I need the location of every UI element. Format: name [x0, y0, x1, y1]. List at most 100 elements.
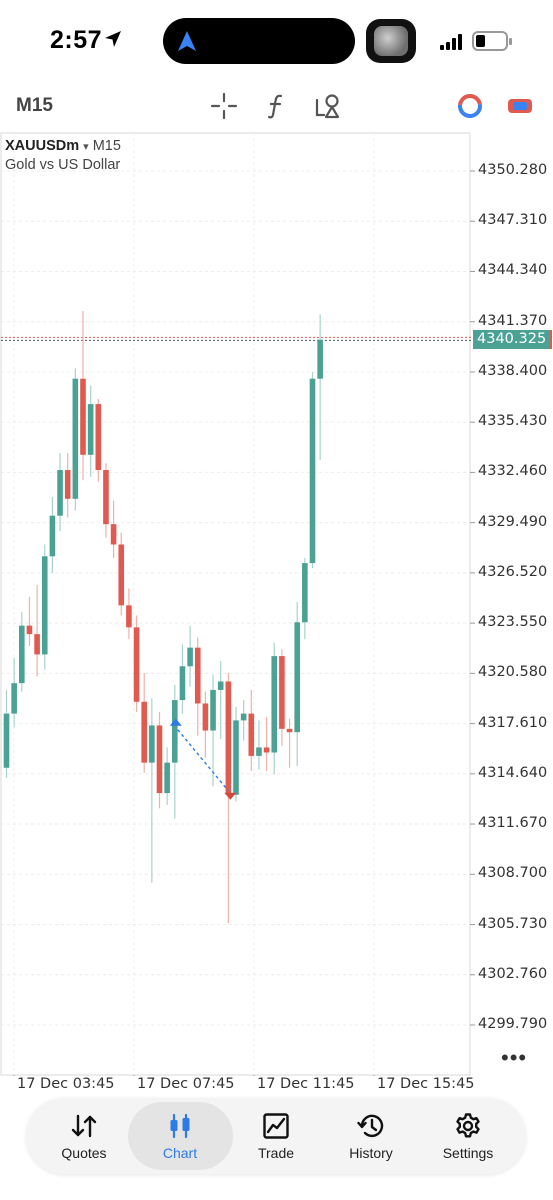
- nav-item-trade[interactable]: Trade: [226, 1102, 326, 1170]
- y-tick-label: 4302.760: [478, 965, 548, 982]
- nav-label-quotes: Quotes: [61, 1145, 107, 1161]
- candle-body: [210, 689, 216, 731]
- current-price-value: 4340.325: [477, 331, 547, 347]
- y-tick-label: 4338.400: [478, 362, 548, 379]
- candle-body: [156, 725, 163, 794]
- trade-signals-icon[interactable]: [455, 91, 485, 121]
- history-icon: [357, 1114, 384, 1138]
- nav-label-trade: Trade: [257, 1145, 295, 1161]
- y-tick-label: 4326.520: [478, 563, 548, 580]
- candle-body: [103, 470, 109, 525]
- candle-body: [248, 713, 255, 756]
- y-tick-label: 4332.460: [478, 463, 548, 480]
- candle-body: [34, 634, 40, 655]
- y-tick-label: 4323.550: [478, 614, 548, 631]
- candle-body: [263, 747, 270, 753]
- location-arrow-icon: [105, 31, 121, 47]
- candle-body: [286, 728, 293, 733]
- y-tick-label: 4320.580: [478, 664, 548, 681]
- candle-body: [225, 681, 232, 795]
- more-options-icon[interactable]: •••: [501, 1045, 528, 1070]
- nav-item-settings[interactable]: Settings: [418, 1102, 518, 1170]
- candle-body: [11, 683, 17, 714]
- one-click-trading-icon[interactable]: [505, 91, 535, 121]
- status-bar: 2:57: [0, 0, 553, 80]
- candle-body: [49, 515, 56, 557]
- candle-body: [3, 713, 10, 768]
- candle-body: [126, 605, 132, 628]
- y-tick-label: 4350.280: [478, 162, 548, 178]
- nav-item-quotes[interactable]: Quotes: [34, 1102, 134, 1170]
- y-tick-label: 4311.670: [478, 815, 548, 832]
- candle-body: [164, 762, 170, 794]
- quotes-icon: [71, 1114, 97, 1138]
- y-tick-label: 4317.610: [478, 714, 548, 731]
- candle-body: [26, 625, 33, 635]
- candle-body: [57, 470, 63, 516]
- current-price-label: 4340.325: [473, 330, 552, 349]
- trade-connector-line: [177, 729, 229, 792]
- x-tick-label: 17 Dec 11:45: [257, 1076, 355, 1092]
- x-tick-label: 17 Dec 15:45: [377, 1076, 475, 1092]
- y-tick-label: 4344.340: [478, 262, 548, 279]
- nav-active-indicator: [128, 1102, 233, 1170]
- nav-label-history: History: [349, 1145, 393, 1161]
- symbol-name: XAUUSDm: [5, 138, 80, 154]
- candle-body: [194, 647, 201, 704]
- candle-body: [240, 713, 247, 721]
- y-tick-label: 4299.790: [478, 1016, 548, 1032]
- candle-body: [317, 339, 323, 379]
- chart-icon: [170, 1113, 190, 1139]
- dynamic-island: [163, 18, 355, 64]
- objects-icon[interactable]: [313, 91, 343, 121]
- battery-icon: [472, 31, 512, 51]
- candle-body: [41, 556, 48, 655]
- indicators-icon[interactable]: [262, 91, 292, 121]
- candle-body: [179, 666, 186, 701]
- live-activity-thumbnail-icon: [366, 19, 416, 63]
- candle-body: [202, 703, 209, 731]
- candle-body: [233, 720, 239, 795]
- candle-body: [172, 700, 178, 763]
- candle-body: [118, 544, 125, 606]
- nav-item-history[interactable]: History: [321, 1102, 421, 1170]
- y-tick-label: 4335.430: [478, 413, 548, 430]
- settings-icon: [456, 1113, 480, 1138]
- candle-body: [309, 378, 316, 564]
- candle-body: [294, 622, 300, 733]
- candle-body: [149, 725, 155, 763]
- nav-item-chart[interactable]: Chart: [130, 1102, 230, 1170]
- candle-body: [271, 656, 278, 753]
- candle-body: [87, 404, 94, 455]
- y-tick-label: 4308.700: [478, 865, 548, 882]
- candle-body: [133, 627, 140, 702]
- candlestick-chart[interactable]: [0, 132, 553, 1076]
- nav-label-settings: Settings: [442, 1145, 494, 1161]
- navigation-arrow-icon: [178, 31, 196, 51]
- candle-body: [302, 563, 308, 623]
- symbol-description: Gold vs US Dollar: [5, 157, 121, 173]
- y-tick-label: 4314.640: [478, 764, 548, 781]
- bottom-navigation: [26, 1098, 526, 1174]
- candle-body: [72, 378, 79, 499]
- crosshair-icon[interactable]: [209, 91, 239, 121]
- y-tick-label: 4347.310: [478, 212, 548, 229]
- candle-body: [217, 681, 224, 690]
- y-tick-label: 4329.490: [478, 513, 548, 530]
- cellular-signal-icon: [440, 34, 464, 50]
- symbol-timeframe: M15: [92, 138, 121, 154]
- candle-body: [256, 747, 262, 756]
- candle-body: [95, 404, 102, 471]
- timeframe-button[interactable]: M15: [16, 95, 53, 116]
- symbol-selector[interactable]: XAUUSDm ▾ M15: [5, 138, 121, 154]
- status-time: 2:57: [50, 26, 103, 54]
- candle-body: [19, 625, 25, 684]
- x-tick-label: 17 Dec 03:45: [17, 1076, 115, 1092]
- trade-icon: [263, 1113, 289, 1139]
- y-tick-label: 4305.730: [478, 915, 548, 932]
- candle-body: [187, 647, 193, 667]
- candle-body: [279, 656, 285, 729]
- candle-body: [80, 378, 86, 455]
- chart-frame: [0, 132, 471, 1076]
- candle-body: [110, 524, 117, 545]
